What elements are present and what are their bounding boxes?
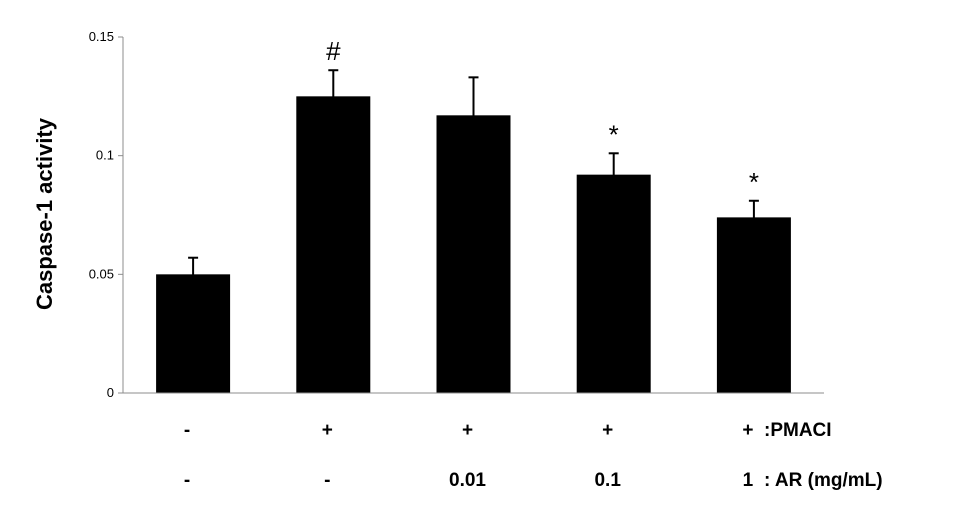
condition-value-pmaci: - (184, 420, 190, 441)
condition-row-pmaci: - + + + + :PMACI (184, 420, 832, 441)
condition-value-pmaci: + (462, 420, 473, 441)
bar (296, 96, 371, 393)
y-tick-label: 0 (107, 385, 114, 400)
bar (716, 217, 791, 393)
y-tick-label: 0.05 (89, 266, 114, 281)
error-bars-layer (188, 69, 759, 291)
significance-marker: # (326, 36, 341, 66)
bars-layer (156, 96, 791, 393)
condition-label-pmaci: :PMACI (764, 420, 832, 441)
condition-value-ar: - (184, 470, 190, 491)
condition-value-ar: 0.1 (594, 470, 621, 491)
bar (436, 115, 511, 393)
significance-markers: # * * (326, 36, 759, 197)
condition-value-ar: 0.01 (449, 470, 486, 491)
bar (156, 274, 231, 393)
condition-value-ar: 1 (743, 470, 754, 491)
condition-value-pmaci: + (602, 420, 613, 441)
condition-label-ar: : AR (mg/mL) (764, 470, 883, 491)
condition-value-pmaci: + (742, 420, 753, 441)
y-tick-label: 0.1 (96, 148, 114, 163)
y-ticks: 0 0.05 0.1 0.15 (89, 29, 123, 400)
condition-value-ar: - (324, 470, 330, 491)
significance-marker: * (749, 167, 759, 197)
significance-marker: * (609, 119, 619, 149)
y-tick-label: 0.15 (89, 29, 114, 44)
condition-row-ar: - - 0.01 0.1 1 : AR (mg/mL) (184, 470, 883, 491)
y-axis-label: Caspase-1 activity (32, 117, 57, 310)
condition-value-pmaci: + (322, 420, 333, 441)
bar (576, 174, 651, 393)
